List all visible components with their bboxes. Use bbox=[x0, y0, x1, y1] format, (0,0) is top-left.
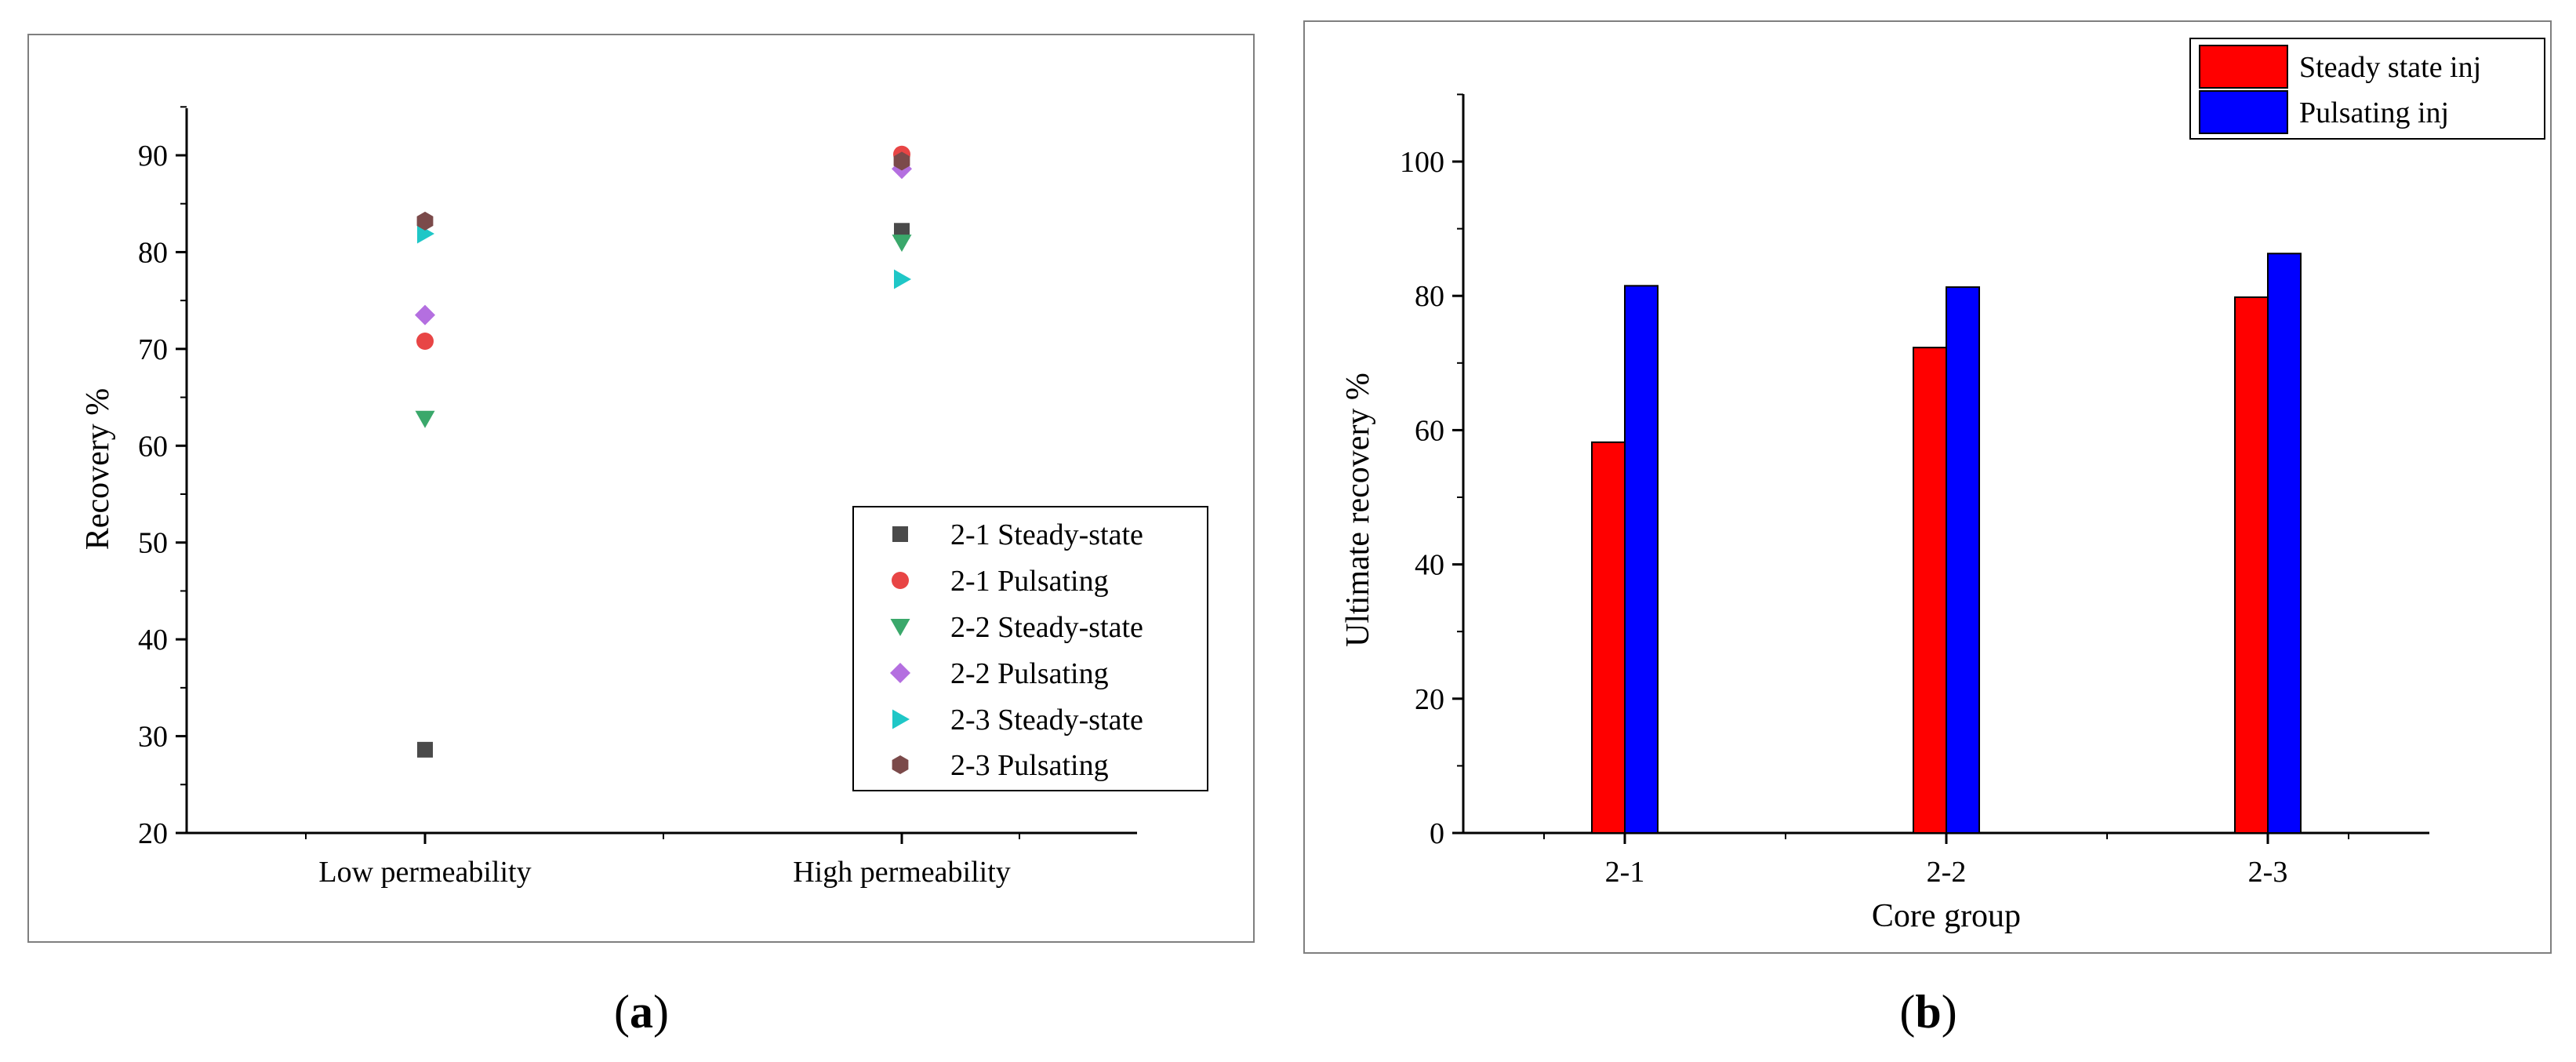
panel-a-legend-marker-triangle-down bbox=[890, 619, 910, 636]
panel-b-bar-steady-state bbox=[1913, 347, 1947, 834]
panel-a-point-triangle-down bbox=[415, 410, 435, 428]
panel-b-x-tick-label: 2-3 bbox=[2248, 856, 2288, 889]
panel-b-legend: Steady state inj Pulsating inj bbox=[2189, 38, 2545, 140]
panel-a-legend-marker-hexagon bbox=[892, 755, 909, 774]
panel-a-point-diamond bbox=[415, 304, 435, 326]
panel-a-point-hexagon bbox=[893, 151, 910, 171]
panel-b-legend-label: Pulsating inj bbox=[2299, 96, 2449, 129]
panel-b-y-tick-label: 60 bbox=[1415, 414, 1444, 447]
panel-b-bar-pulsating bbox=[1624, 285, 1659, 834]
panel-b-x-ticks: 2-1 2-2 2-3 bbox=[1543, 833, 2349, 889]
panel-a-legend-marker-diamond bbox=[890, 663, 910, 683]
panel-a-legend-label: 2-3 Steady-state bbox=[950, 704, 1143, 736]
panel-b-bar-steady-state bbox=[1591, 441, 1626, 834]
panel-a-point-triangle-right bbox=[417, 224, 434, 244]
panel-a-legend: 2-1 Steady-state 2-1 Pulsating 2-2 Steady-… bbox=[852, 506, 1208, 791]
panel-a-point-circle bbox=[416, 332, 434, 350]
panel-a-x-tick-label: High permeability bbox=[793, 856, 1011, 889]
panel-a-frame bbox=[27, 34, 1255, 943]
panel-a-point-triangle-down bbox=[892, 235, 912, 253]
panel-a-legend-marker-triangle-right bbox=[892, 709, 910, 729]
panel-a-y-ticks: 20 30 40 50 60 70 80 90 bbox=[138, 106, 187, 850]
panel-a-legend-label: 2-1 Pulsating bbox=[950, 565, 1109, 598]
panel-b-y-tick-label: 40 bbox=[1415, 549, 1444, 582]
panel-a-x-ticks: Low permeability High permeability bbox=[305, 833, 1020, 889]
panel-a-y-tick-label: 20 bbox=[138, 817, 168, 850]
panel-a-legend-label: 2-1 Steady-state bbox=[950, 518, 1143, 551]
panel-a-scatter-chart: 20 30 40 50 60 70 80 90 Low permeability High pe… bbox=[27, 34, 1255, 943]
panel-a-legend-label: 2-3 Pulsating bbox=[950, 749, 1109, 782]
panel-a-y-tick-label: 80 bbox=[138, 236, 168, 269]
panel-a-y-tick-label: 70 bbox=[138, 333, 168, 366]
panel-b-bar-pulsating bbox=[1946, 286, 1980, 834]
panel-b-y-axis-title: Ultimate recovery % bbox=[1340, 373, 1376, 647]
panel-a-y-tick-label: 90 bbox=[138, 140, 168, 173]
panel-b-y-tick-label: 80 bbox=[1415, 280, 1444, 313]
panel-b-bar-steady-state bbox=[2234, 296, 2269, 834]
panel-b-x-tick-label: 2-2 bbox=[1927, 856, 1967, 889]
panel-b-x-tick-label: 2-1 bbox=[1605, 856, 1645, 889]
caption-a: (a) bbox=[614, 986, 669, 1038]
caption-b: (b) bbox=[1899, 986, 1957, 1038]
panel-a-legend-marker-circle bbox=[892, 572, 909, 589]
panel-b-y-tick-label: 20 bbox=[1415, 683, 1444, 716]
panel-b-legend-label: Steady state inj bbox=[2299, 51, 2481, 84]
panel-a-axes bbox=[185, 108, 1137, 835]
panel-a-point-triangle-right bbox=[894, 269, 911, 289]
panel-b-y-tick-label: 0 bbox=[1430, 817, 1444, 850]
panel-a-y-tick-label: 60 bbox=[138, 430, 168, 463]
panel-a-y-axis-title: Recovery % bbox=[80, 388, 116, 550]
panel-a-legend-marker-square bbox=[892, 526, 908, 542]
panel-b-legend-swatch bbox=[2199, 45, 2288, 89]
panel-a-legend-box bbox=[852, 506, 1208, 791]
panel-b-bar-chart: 0 20 40 60 80 100 2-1 2-2 2-3 Ultimate recovery… bbox=[1303, 20, 2552, 954]
panel-a-legend-label: 2-2 Pulsating bbox=[950, 657, 1109, 690]
panel-b-x-axis-title: Core group bbox=[1872, 898, 2021, 934]
panel-a-y-tick-label: 40 bbox=[138, 624, 168, 656]
panel-b-y-tick-label: 100 bbox=[1400, 146, 1444, 179]
panel-a-x-tick-label: Low permeability bbox=[318, 856, 531, 889]
panel-b-bar-pulsating bbox=[2267, 253, 2302, 835]
panel-a-point-hexagon bbox=[416, 211, 434, 231]
panel-a-legend-label: 2-2 Steady-state bbox=[950, 611, 1143, 644]
panel-a-data-points bbox=[415, 145, 912, 758]
panel-b-y-ticks: 0 20 40 60 80 100 bbox=[1400, 93, 1463, 850]
panel-a-y-tick-label: 50 bbox=[138, 527, 168, 560]
panel-a-y-tick-label: 30 bbox=[138, 721, 168, 754]
panel-b-bars bbox=[1591, 253, 2302, 835]
panel-a-point-square bbox=[417, 741, 433, 758]
panel-b-legend-swatch bbox=[2199, 90, 2288, 134]
